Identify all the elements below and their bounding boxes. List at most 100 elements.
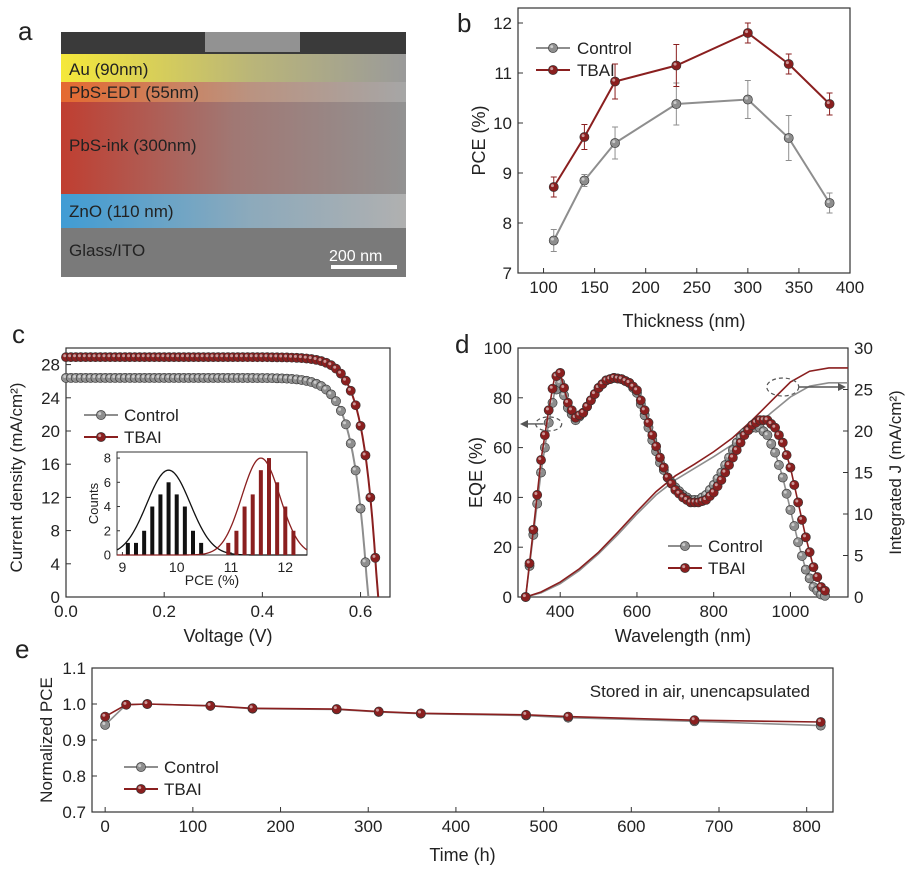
y-tick-label: 12 xyxy=(493,14,512,33)
data-point xyxy=(742,94,753,105)
data-point-shine xyxy=(684,496,688,500)
arrowhead-right xyxy=(838,383,846,392)
legend-label: Control xyxy=(164,758,219,777)
data-point xyxy=(785,462,796,473)
data-point-shine xyxy=(787,506,791,510)
data-point-shine xyxy=(205,374,209,378)
data-point xyxy=(350,400,361,411)
data-point-shine xyxy=(249,705,253,709)
y-axis-label-d: EQE (%) xyxy=(466,437,486,508)
data-point-shine xyxy=(565,399,569,403)
data-point-shine xyxy=(63,374,67,378)
data-point-shine xyxy=(745,427,749,431)
x-tick-label: 800 xyxy=(700,602,728,621)
data-point-shine xyxy=(772,424,776,428)
data-point-shine xyxy=(68,374,72,378)
x-tick-label: 100 xyxy=(179,817,207,836)
data-point-shine xyxy=(657,454,661,458)
data-point-shine xyxy=(185,354,189,358)
data-point-shine xyxy=(347,440,351,444)
histogram-bar xyxy=(150,506,155,555)
data-point-shine xyxy=(176,374,180,378)
data-point xyxy=(205,700,216,711)
data-point-shine xyxy=(352,467,356,471)
y-tick-label: 24 xyxy=(41,389,60,408)
sem-scalebar-label: 200 nm xyxy=(329,248,382,265)
histogram-bar xyxy=(191,530,195,555)
data-point-shine xyxy=(561,392,565,396)
data-point-shine xyxy=(166,354,170,358)
data-point-shine xyxy=(123,701,127,705)
data-point-shine xyxy=(362,559,366,563)
data-point xyxy=(643,417,654,428)
data-point xyxy=(548,235,559,246)
data-point xyxy=(415,708,426,719)
y-tick-label: 20 xyxy=(41,422,60,441)
data-point-shine xyxy=(664,474,668,478)
histogram-bar xyxy=(199,542,204,555)
y2-tick-label: 0 xyxy=(854,588,863,607)
data-point-shine xyxy=(185,374,189,378)
legend-marker xyxy=(548,43,558,53)
data-point xyxy=(781,488,792,499)
sem-layer-au xyxy=(61,54,406,82)
histogram-bar xyxy=(158,494,163,555)
data-point-shine xyxy=(151,354,155,358)
legend-label: TBAI xyxy=(577,61,615,80)
data-point-shine xyxy=(303,355,307,359)
data-point xyxy=(521,709,531,720)
data-point xyxy=(774,460,784,470)
x-tick-label: 150 xyxy=(580,278,608,297)
data-point-shine xyxy=(161,374,165,378)
data-point-shine xyxy=(136,374,140,378)
data-point xyxy=(528,524,539,535)
data-point-shine xyxy=(799,516,803,520)
data-point-shine xyxy=(207,702,211,706)
data-point xyxy=(781,450,792,460)
data-point-shine xyxy=(77,354,81,358)
legend-marker-shine xyxy=(98,412,102,416)
data-point-shine xyxy=(649,432,653,436)
data-point-shine xyxy=(372,554,376,558)
histogram-bar xyxy=(291,530,296,555)
data-point-shine xyxy=(680,494,684,498)
y-tick-label: 0.7 xyxy=(62,803,86,822)
data-point-shine xyxy=(672,487,676,491)
legend-label: Control xyxy=(577,39,632,58)
data-point-shine xyxy=(146,374,150,378)
data-point xyxy=(547,383,558,394)
x-tick-label: 500 xyxy=(529,817,557,836)
data-point xyxy=(793,497,804,508)
data-point-shine xyxy=(318,358,322,362)
data-point-shine xyxy=(760,428,764,432)
legend-marker-shine xyxy=(682,543,686,547)
x-tick-label: 0.6 xyxy=(349,602,373,621)
y-tick-label: 0 xyxy=(503,588,512,607)
y-tick-label: 28 xyxy=(41,356,60,375)
data-point xyxy=(651,441,662,452)
data-point xyxy=(340,375,351,386)
arrowhead-left xyxy=(520,419,528,428)
x-tick-label: 200 xyxy=(266,817,294,836)
data-point-shine xyxy=(102,374,106,378)
data-point xyxy=(671,60,682,71)
data-point-shine xyxy=(82,354,86,358)
data-point-shine xyxy=(225,374,229,378)
data-point-shine xyxy=(239,375,243,379)
histogram-bar xyxy=(258,470,263,555)
data-point xyxy=(142,699,153,709)
data-point-shine xyxy=(375,708,379,712)
data-point-shine xyxy=(779,439,783,443)
data-point xyxy=(370,552,381,563)
y-tick-label: 100 xyxy=(484,339,512,358)
data-point xyxy=(789,480,800,490)
data-point-shine xyxy=(538,457,542,461)
data-point xyxy=(121,699,132,710)
data-point-shine xyxy=(68,354,72,358)
data-point-shine xyxy=(764,432,768,436)
data-point-shine xyxy=(795,539,799,543)
data-point-shine xyxy=(785,61,789,65)
data-point xyxy=(520,592,531,602)
data-point-shine xyxy=(557,370,561,373)
